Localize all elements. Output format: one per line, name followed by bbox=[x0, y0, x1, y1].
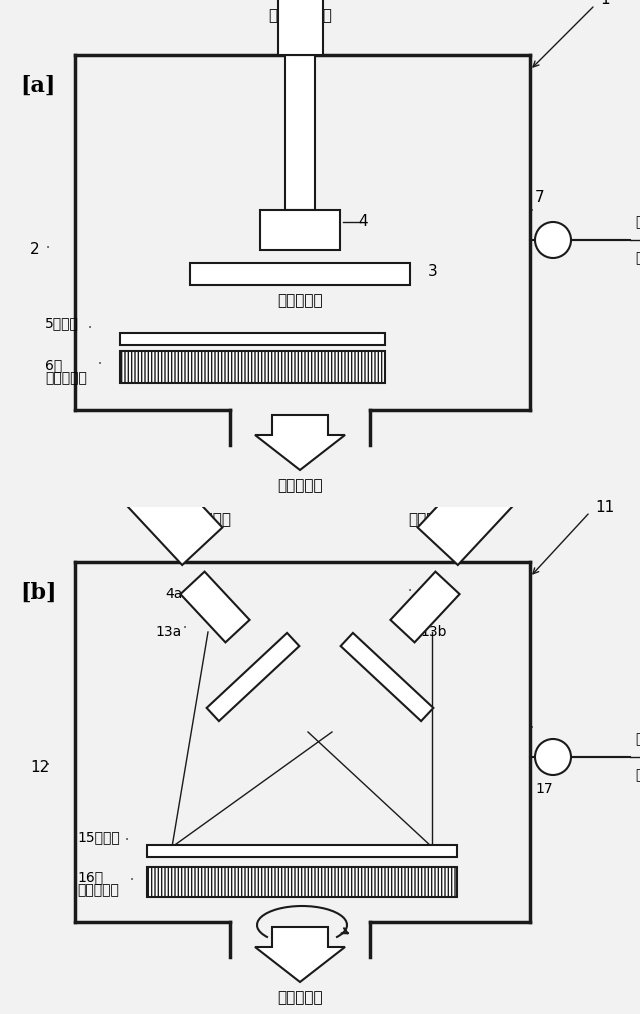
Polygon shape bbox=[390, 572, 460, 643]
Bar bbox=[120, 333, 385, 345]
Text: 7: 7 bbox=[535, 191, 545, 206]
Text: [b]: [b] bbox=[20, 582, 56, 604]
Polygon shape bbox=[255, 415, 345, 470]
Text: 15：基板: 15：基板 bbox=[77, 830, 120, 844]
Polygon shape bbox=[207, 633, 300, 721]
Text: 排気ポンプ: 排気ポンプ bbox=[277, 478, 323, 493]
Polygon shape bbox=[418, 469, 513, 565]
Bar bbox=[190, 263, 410, 285]
Text: 12: 12 bbox=[30, 759, 49, 775]
Text: ターゲット: ターゲット bbox=[277, 293, 323, 308]
Text: スパッタガス: スパッタガス bbox=[635, 732, 640, 746]
Text: スパッタソースＢ: スパッタソースＢ bbox=[408, 512, 481, 527]
Text: 13b: 13b bbox=[420, 625, 447, 639]
Text: スパッタガス: スパッタガス bbox=[635, 215, 640, 229]
Bar bbox=[285, 55, 315, 210]
Bar bbox=[147, 845, 457, 857]
Text: 加熱ヒータ: 加熱ヒータ bbox=[45, 371, 87, 385]
Text: 5：基板: 5：基板 bbox=[45, 316, 79, 330]
Text: 反応ガス: 反応ガス bbox=[635, 251, 640, 265]
Text: 4: 4 bbox=[358, 215, 367, 229]
Circle shape bbox=[535, 222, 571, 258]
Polygon shape bbox=[127, 469, 222, 565]
Text: 11: 11 bbox=[595, 500, 614, 514]
Bar bbox=[260, 210, 340, 250]
Bar bbox=[120, 351, 385, 383]
Polygon shape bbox=[255, 927, 345, 982]
Text: スパッタソースＡ: スパッタソースＡ bbox=[159, 512, 232, 527]
Bar bbox=[147, 867, 457, 897]
Text: 4a: 4a bbox=[165, 587, 182, 601]
Text: スパッタソース: スパッタソース bbox=[268, 8, 332, 23]
Text: 16：: 16： bbox=[77, 870, 103, 884]
Text: 排気ポンプ: 排気ポンプ bbox=[277, 990, 323, 1005]
Text: 4b: 4b bbox=[415, 587, 433, 601]
Text: [a]: [a] bbox=[20, 75, 56, 97]
Circle shape bbox=[535, 739, 571, 775]
Text: 13a: 13a bbox=[155, 625, 181, 639]
Text: 加熱ヒータ: 加熱ヒータ bbox=[77, 883, 119, 897]
Text: 反応ガス: 反応ガス bbox=[635, 768, 640, 782]
Text: 6：: 6： bbox=[45, 358, 62, 372]
Polygon shape bbox=[340, 633, 433, 721]
Polygon shape bbox=[180, 572, 250, 643]
Text: 3: 3 bbox=[428, 265, 438, 280]
Text: 17: 17 bbox=[535, 782, 552, 796]
Bar bbox=[278, 0, 323, 55]
Text: 1: 1 bbox=[600, 0, 610, 7]
Text: 2: 2 bbox=[30, 242, 40, 258]
